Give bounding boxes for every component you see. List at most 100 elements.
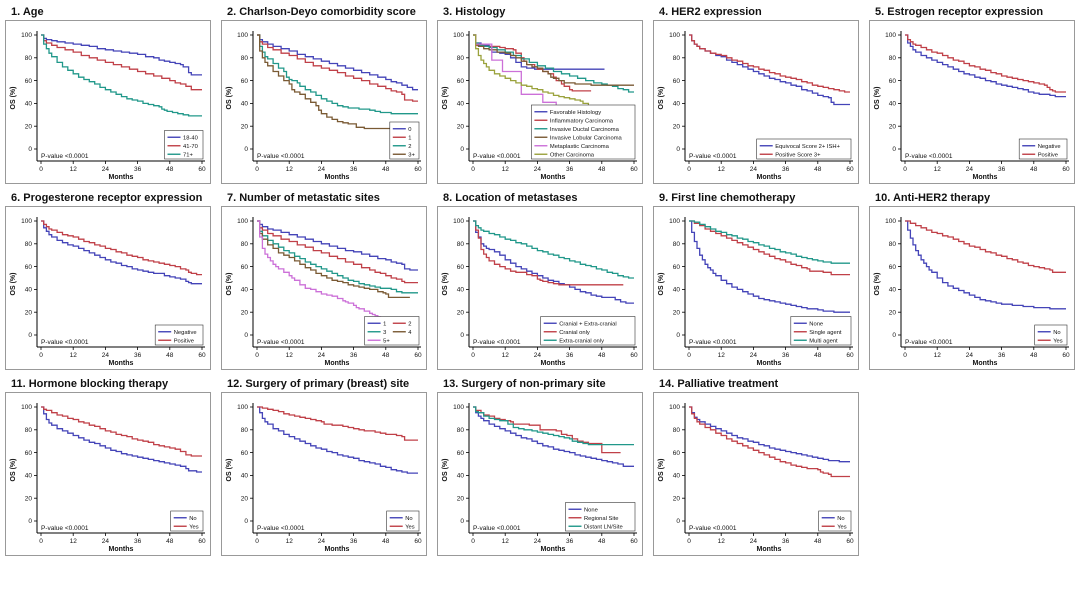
x-tick-label: 36 (566, 352, 574, 359)
legend-label: 4 (408, 330, 412, 336)
x-tick-label: 60 (630, 352, 638, 359)
y-tick-label: 100 (21, 404, 32, 411)
km-curve-multi-agent (689, 220, 850, 264)
x-tick-label: 48 (382, 352, 390, 359)
y-tick-label: 0 (460, 332, 464, 339)
y-tick-label: 40 (673, 473, 681, 480)
x-tick-label: 36 (782, 166, 790, 173)
y-tick-label: 0 (244, 146, 248, 153)
panel-title: 10. Anti-HER2 therapy (875, 192, 991, 204)
legend-label: Multi agent (809, 338, 838, 344)
x-tick-label: 36 (350, 538, 358, 545)
y-tick-label: 80 (241, 241, 249, 248)
y-tick-label: 20 (457, 309, 465, 316)
chart-box: 0 20 40 60 80 100 0 12 24 36 48 60 OS (%) Months P-val… (437, 20, 643, 184)
y-tick-label: 20 (457, 123, 465, 130)
x-tick-label: 60 (630, 538, 638, 545)
legend: No Yes (386, 510, 420, 532)
x-tick-label: 36 (782, 538, 790, 545)
km-curve-no (689, 406, 850, 463)
legend-label: Metaplastic Carcinoma (550, 144, 610, 150)
y-tick-label: 40 (673, 287, 681, 294)
chart-box: 0 20 40 60 80 100 0 12 24 36 48 60 OS (%) Months P-val… (869, 20, 1075, 184)
x-tick-label: 0 (903, 166, 907, 173)
y-axis-label: OS (%) (226, 459, 233, 482)
x-tick-label: 60 (414, 538, 422, 545)
km-curve-0 (257, 34, 418, 91)
km-panel: 8. Location of metastases 0 20 40 60 80 100 0 12… (432, 188, 648, 374)
km-curve-yes (905, 220, 1066, 273)
legend-label: 41-70 (183, 144, 198, 150)
p-value-text: P-value <0.0001 (41, 153, 89, 160)
y-tick-label: 100 (21, 32, 32, 39)
x-tick-label: 24 (534, 538, 542, 545)
y-tick-label: 100 (885, 218, 896, 225)
legend-label: Yes (837, 524, 847, 530)
chart-box: 0 20 40 60 80 100 0 12 24 36 48 60 OS (%) Months P-val… (5, 392, 211, 556)
legend-label: Positive (174, 338, 194, 344)
x-tick-label: 24 (750, 352, 758, 359)
x-tick-label: 0 (471, 538, 475, 545)
km-curve-3+ (257, 34, 418, 130)
p-value-text: P-value <0.0001 (41, 525, 89, 532)
x-tick-label: 24 (534, 352, 542, 359)
x-tick-label: 24 (102, 352, 110, 359)
x-axis-label: Months (541, 360, 566, 367)
legend-label: Cranial only (559, 330, 590, 336)
legend: None Regional Site Distant LN/Site (565, 502, 636, 532)
legend-label: Inflammatory Carcinoma (550, 118, 614, 124)
y-tick-label: 80 (457, 427, 465, 434)
legend-label: Positive Score 3+ (775, 152, 821, 158)
x-tick-label: 24 (750, 538, 758, 545)
p-value-text: P-value <0.0001 (257, 525, 305, 532)
legend-label: 2 (408, 144, 411, 150)
x-tick-label: 12 (502, 166, 510, 173)
x-tick-label: 24 (102, 538, 110, 545)
x-axis-label: Months (541, 546, 566, 553)
y-tick-label: 0 (892, 332, 896, 339)
legend-label: Negative (174, 330, 197, 336)
km-curve-distant-ln-site (473, 406, 634, 446)
x-tick-label: 0 (255, 166, 259, 173)
y-tick-label: 40 (889, 287, 897, 294)
legend-label: Favorable Histology (550, 110, 601, 116)
legend: Negative Positive (154, 324, 204, 346)
km-curve-negative (41, 220, 202, 285)
y-tick-label: 100 (453, 218, 464, 225)
p-value-text: P-value <0.0001 (473, 153, 521, 160)
legend-label: No (189, 516, 196, 522)
p-value-text: P-value <0.0001 (689, 153, 737, 160)
x-tick-label: 0 (903, 352, 907, 359)
legend-label: Positive (1038, 152, 1058, 158)
y-tick-label: 0 (892, 146, 896, 153)
x-tick-label: 60 (414, 352, 422, 359)
y-axis-label: OS (%) (10, 273, 17, 296)
km-panel: 11. Hormone blocking therapy 0 20 40 60 80 100… (0, 374, 216, 560)
y-tick-label: 0 (460, 146, 464, 153)
km-panel: 14. Palliative treatment 0 20 40 60 80 100 0 12 2… (648, 374, 864, 560)
y-tick-label: 20 (25, 495, 33, 502)
km-curve-invasive-lobular-carcinoma (473, 34, 634, 86)
y-tick-label: 100 (669, 218, 680, 225)
km-panel: 4. HER2 expression 0 20 40 60 80 100 0 12 24 36 48 6… (648, 2, 864, 188)
x-tick-label: 12 (286, 166, 294, 173)
y-tick-label: 80 (241, 55, 249, 62)
x-tick-label: 48 (1030, 352, 1038, 359)
km-curve-no (905, 220, 1066, 310)
x-tick-label: 60 (1062, 166, 1070, 173)
x-tick-label: 48 (166, 352, 174, 359)
chart-box: 0 20 40 60 80 100 0 12 24 36 48 60 OS (%) Months P-val… (653, 392, 859, 556)
y-tick-label: 0 (244, 518, 248, 525)
y-axis-label: OS (%) (10, 87, 17, 110)
km-curve-3 (257, 220, 418, 294)
km-curve-41-70 (41, 34, 202, 91)
y-tick-label: 60 (241, 78, 249, 85)
x-tick-label: 0 (255, 538, 259, 545)
y-tick-label: 0 (460, 518, 464, 525)
legend-label: Single agent (809, 330, 842, 336)
y-tick-label: 100 (669, 32, 680, 39)
y-tick-label: 100 (237, 32, 248, 39)
x-tick-label: 48 (598, 538, 606, 545)
legend-label: 3+ (408, 152, 415, 158)
